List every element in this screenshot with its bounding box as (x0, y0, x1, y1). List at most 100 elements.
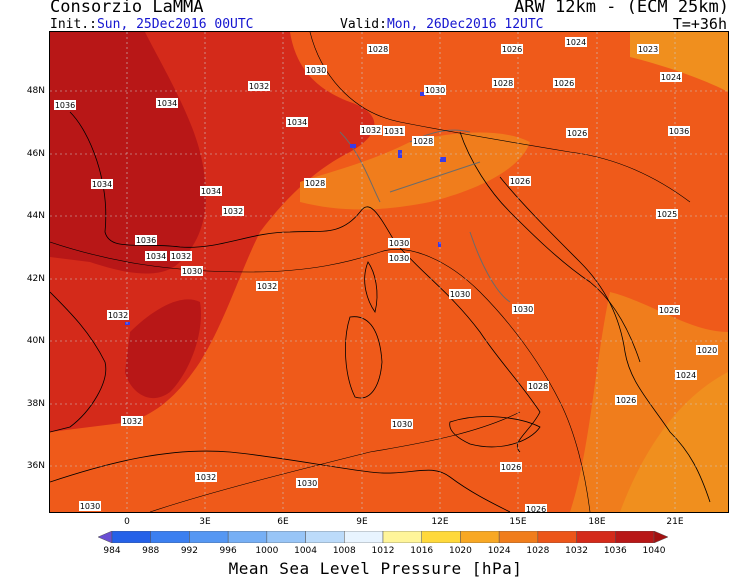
isobar-label-box (658, 305, 680, 315)
isobar-label-box (296, 478, 318, 488)
lat-label: 46N (26, 149, 45, 159)
producer-title: Consorzio LaMMA (50, 0, 204, 17)
isobar-label-box (492, 78, 514, 88)
isobar-label: 1028 (304, 178, 326, 188)
isobar-label-text: 1030 (297, 479, 317, 488)
isobar-label: 1030 (305, 65, 327, 75)
isobar-label-text: 1034 (146, 252, 166, 261)
colorbar-tick-label: 1000 (255, 546, 279, 556)
isobar-label-box (107, 310, 129, 320)
model-title: ARW 12km - (ECM 25km) (514, 0, 729, 17)
pressure-zone-1036-south (125, 299, 201, 399)
init-time: Init.:Sun, 25Dec2016 00UTC (50, 17, 254, 32)
isobar-1028 (309, 32, 691, 203)
colorbar-tick-label: 1008 (332, 546, 356, 556)
isobar-labels: 1028 1026 1024 1023 1030 1024 1032 1036 1034 1030… (54, 37, 718, 512)
isobar-label-box (286, 117, 308, 127)
colorbar-tick-label: 1028 (526, 546, 550, 556)
colorbar-swatch (227, 531, 268, 543)
island-sardinia (345, 316, 383, 399)
isobar-label: 1024 (565, 37, 587, 47)
isobar-label: 1032 (121, 416, 143, 426)
grid-lines (50, 32, 728, 512)
isobar-label: 1034 (286, 117, 308, 127)
lon-label: 18E (588, 517, 606, 527)
isobar-label-text: 1030 (513, 305, 533, 314)
lon-label: 12E (431, 517, 449, 527)
isobar-label-box (566, 128, 588, 138)
isobar-label: 1030 (391, 419, 413, 429)
isobar-label-text: 1030 (80, 502, 100, 511)
colorbar-swatch (537, 531, 577, 543)
colorbar-min-arrow (98, 531, 113, 543)
pressure-zone-1028-alps (300, 132, 530, 210)
isobar-label: 1031 (383, 126, 405, 136)
isobar-label-box (501, 44, 523, 54)
colorbar-swatch (189, 531, 229, 543)
isobar-label-box (54, 100, 76, 110)
colorbar-title: Mean Sea Level Pressure [hPa] (228, 559, 523, 578)
isobar-label-text: 1030 (306, 66, 326, 75)
valid-time: Valid:Mon, 26Dec2016 12UTC (340, 17, 544, 32)
isobar-label-text: 1030 (389, 254, 409, 263)
isobar-label: 1026 (501, 44, 523, 54)
isobar-label-box (121, 416, 143, 426)
isobar-label: 1020 (696, 345, 718, 355)
colorbar-swatch (344, 531, 384, 543)
colorbar-tick-label: 1020 (448, 546, 472, 556)
isobar-label-box (304, 178, 326, 188)
isobar-label-box (565, 37, 587, 47)
isobar-label-box (383, 126, 405, 136)
isobar-label: 1034 (156, 98, 178, 108)
isobar-label-text: 1036 (669, 127, 689, 136)
isobar-label: 1034 (145, 251, 167, 261)
isobar-label-box (696, 345, 718, 355)
isobar-label-box (195, 472, 217, 482)
isobar-label: 1028 (367, 44, 389, 54)
isobar-label-text: 1028 (528, 382, 548, 391)
isobar-label-box (91, 179, 113, 189)
isobar-label-text: 1032 (223, 207, 243, 216)
colorbar-swatch (576, 531, 616, 543)
isobar-label-text: 1032 (171, 252, 191, 261)
isobar-label-text: 1030 (182, 267, 202, 276)
isobar-label-text: 1030 (425, 86, 445, 95)
pressure-colorbar (98, 531, 668, 543)
colorbar-tick-label: 988 (142, 546, 160, 556)
isobar-label: 1030 (296, 478, 318, 488)
isobar-label-text: 1032 (122, 417, 142, 426)
isobar-label-text: 1034 (287, 118, 307, 127)
isobar-label: 1023 (637, 44, 659, 54)
isobar-label: 1030 (388, 253, 410, 263)
colorbar-tick-label: 1040 (642, 546, 666, 556)
isobar-label-box (412, 136, 434, 146)
init-prefix: Init.: (50, 17, 97, 32)
isobar-label-box (135, 235, 157, 245)
lon-label: 21E (666, 517, 684, 527)
isobar-label: 1030 (181, 266, 203, 276)
isobar-label: 1036 (54, 100, 76, 110)
isobar-label: 1024 (660, 72, 682, 82)
isobar-label-text: 1028 (368, 45, 388, 54)
isobar-label-text: 1032 (196, 473, 216, 482)
isobar-label-box (656, 209, 678, 219)
isobar-label: 1032 (256, 281, 278, 291)
isobar-label: 1030 (424, 85, 446, 95)
isobar-label-box (449, 289, 471, 299)
isobar-label: 1026 (615, 395, 637, 405)
isobar-label-box (660, 72, 682, 82)
isobar-label-text: 1032 (108, 311, 128, 320)
forecast-step: T=+36h (672, 15, 727, 33)
colorbar-tick-label: 1036 (603, 546, 627, 556)
isobar-label-text: 1036 (55, 101, 75, 110)
isobar-label-text: 1032 (361, 126, 381, 135)
isobar-label-box (222, 206, 244, 216)
isobar-label-box (388, 238, 410, 248)
isobar-label-text: 1025 (657, 210, 677, 219)
isobar-label-box (360, 125, 382, 135)
lat-label: 44N (26, 211, 45, 221)
isobar-label-text: 1031 (384, 127, 404, 136)
colorbar-swatch (150, 531, 190, 543)
isobar-label: 1032 (248, 81, 270, 91)
lon-label: 15E (509, 517, 527, 527)
